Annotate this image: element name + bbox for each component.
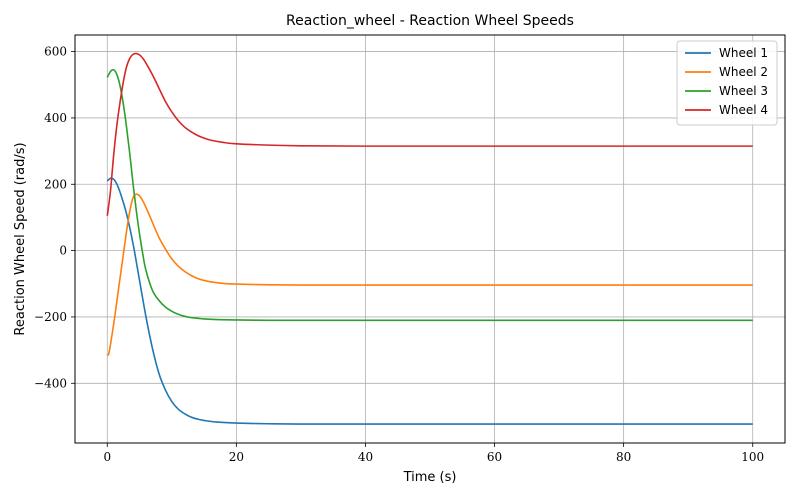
legend-label: Wheel 3 xyxy=(719,84,768,98)
y-tick-label: −200 xyxy=(34,310,67,324)
x-tick-label: 40 xyxy=(358,450,373,464)
x-axis-ticks: 0 20 40 60 80 100 xyxy=(103,443,764,464)
y-tick-label: 600 xyxy=(44,45,67,59)
legend-label: Wheel 2 xyxy=(719,65,768,79)
x-axis-label: Time (s) xyxy=(403,470,457,485)
x-tick-label: 0 xyxy=(103,450,111,464)
series-line-wheel-2 xyxy=(106,193,753,356)
x-tick-label: 80 xyxy=(616,450,631,464)
plot-frame xyxy=(74,34,786,444)
series-line-wheel-3 xyxy=(106,68,753,322)
legend-label: Wheel 4 xyxy=(719,103,768,117)
series-line-wheel-4 xyxy=(106,52,753,216)
legend: Wheel 1 Wheel 2 Wheel 3 Wheel 4 xyxy=(676,40,778,126)
x-tick-label: 20 xyxy=(229,450,244,464)
y-tick-label: −400 xyxy=(34,376,67,390)
y-tick-label: 0 xyxy=(59,244,67,258)
y-tick-label: 200 xyxy=(44,177,67,191)
legend-box xyxy=(676,40,778,126)
legend-label: Wheel 1 xyxy=(719,46,768,60)
series-line-wheel-1 xyxy=(106,177,753,425)
y-axis-ticks: −400 −200 0 200 400 600 xyxy=(34,45,75,390)
y-axis-label: Reaction Wheel Speed (rad/s) xyxy=(13,142,28,335)
series-lines xyxy=(106,52,753,425)
y-tick-label: 400 xyxy=(44,111,67,125)
x-tick-label: 100 xyxy=(741,450,764,464)
x-tick-label: 60 xyxy=(487,450,502,464)
chart-title: Reaction_wheel - Reaction Wheel Speeds xyxy=(286,13,574,29)
